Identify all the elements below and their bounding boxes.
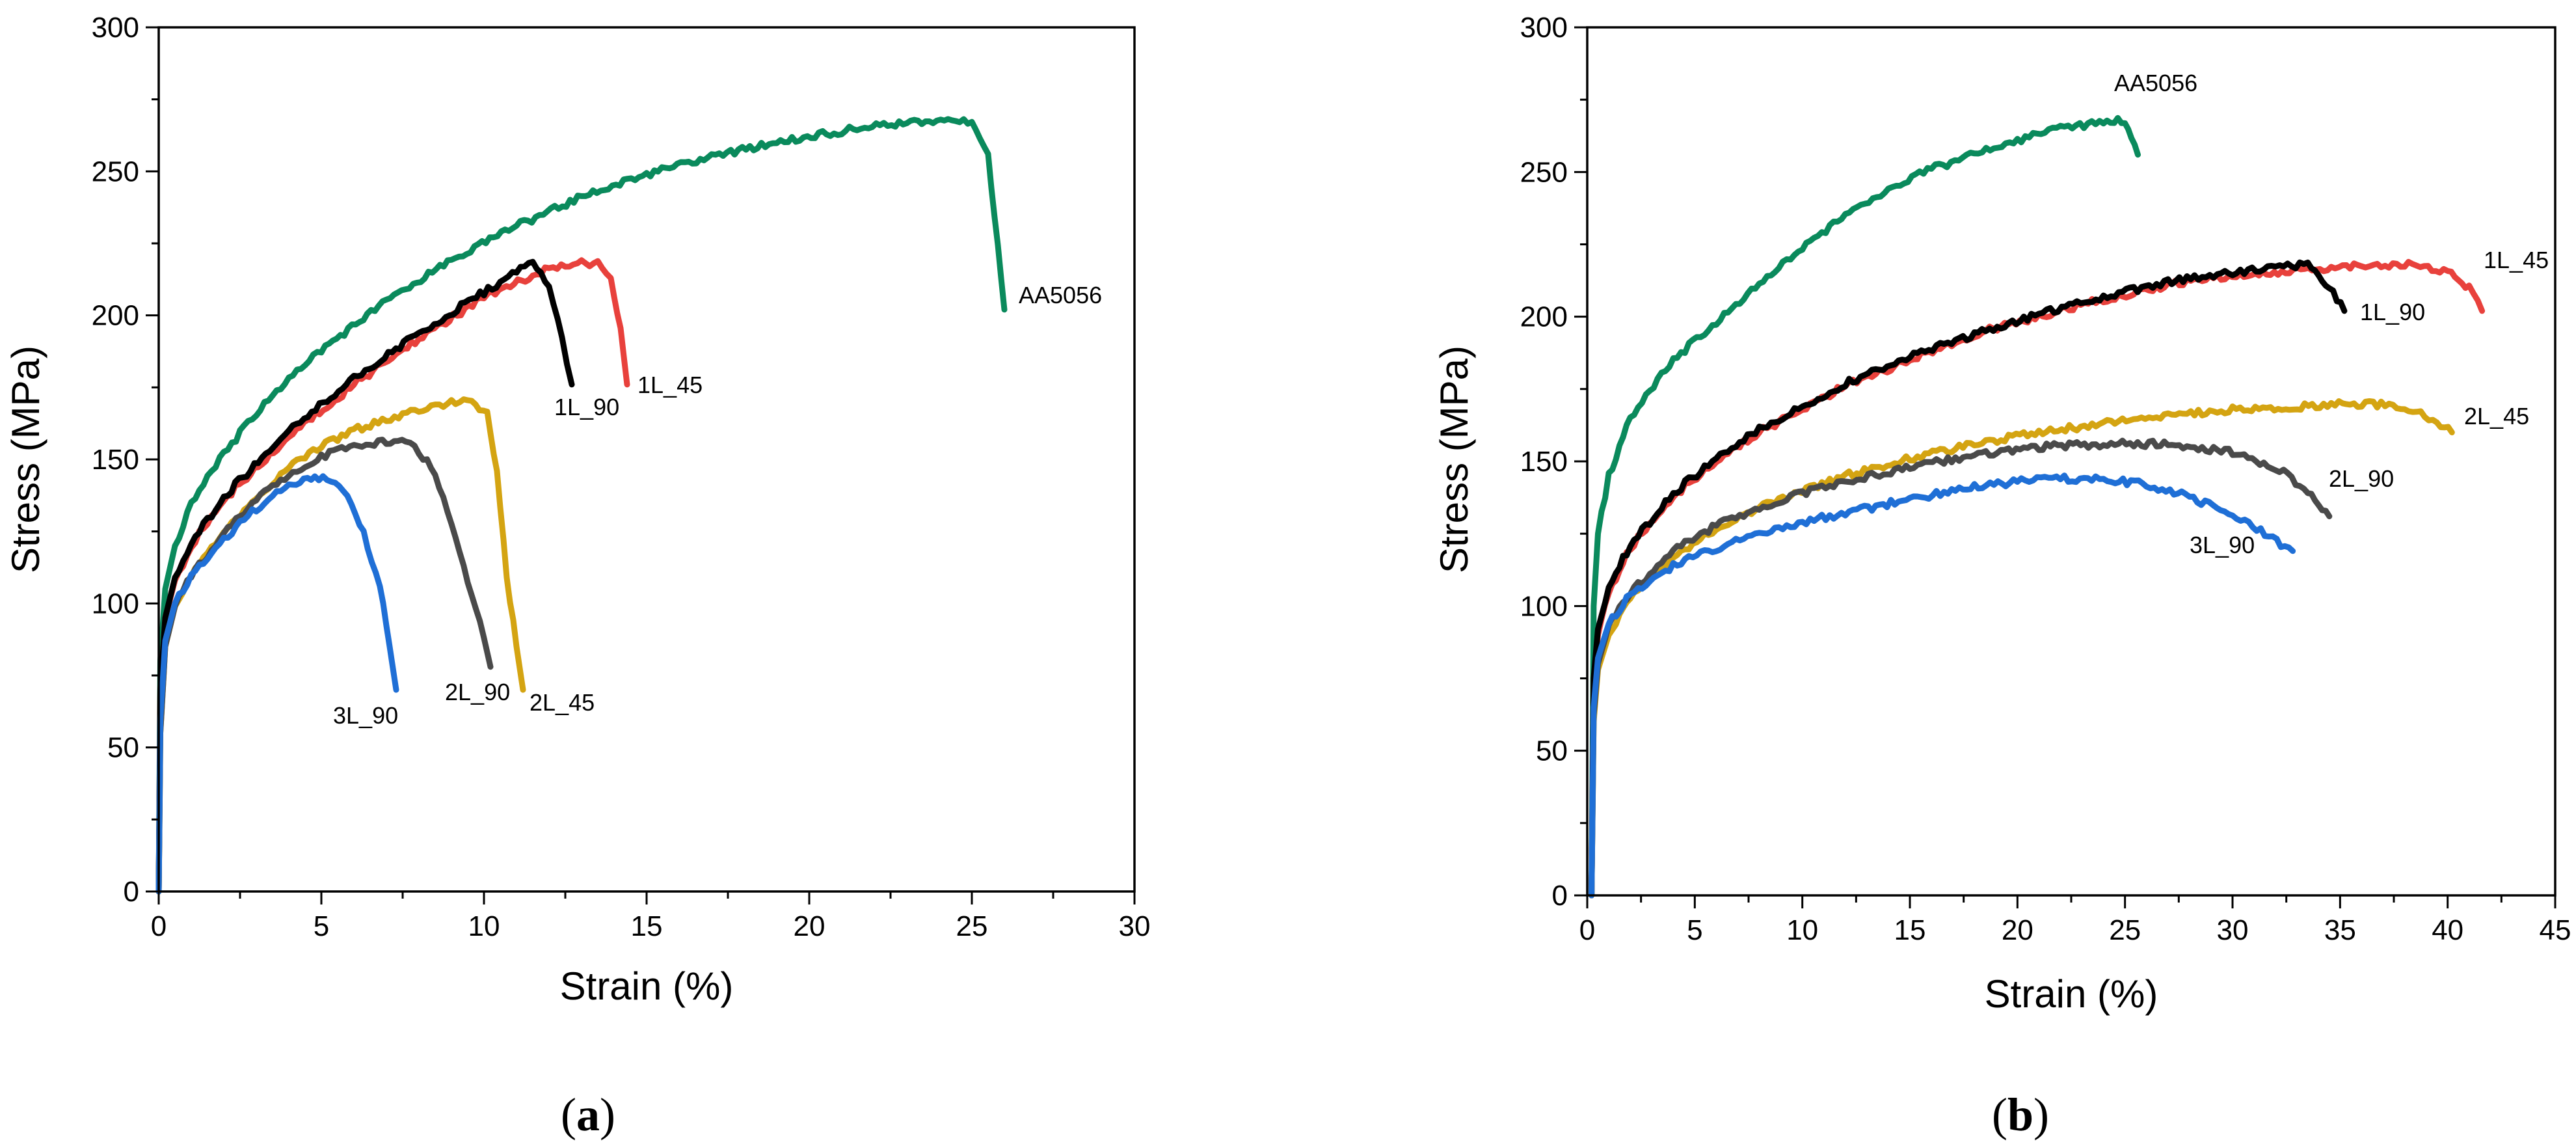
x-tick-label-b-35: 35	[2324, 914, 2356, 946]
series-line-b-2l90	[1589, 437, 2333, 899]
series-label-a-1l45: 1L_45	[637, 372, 703, 398]
y-axis-title-b: Stress (MPa)	[1432, 346, 1476, 573]
series-label-a-2l45: 2L_45	[530, 689, 595, 716]
series-line-b-3l90	[1589, 472, 2296, 899]
x-tick-label-b-20: 20	[2002, 914, 2033, 946]
y-tick-label-a-250: 250	[92, 156, 139, 187]
x-tick-label-b-25: 25	[2109, 914, 2141, 946]
plot-frame-b	[1586, 26, 2556, 897]
y-tick-label-b-250: 250	[1520, 156, 1568, 188]
x-tick-label-a-0: 0	[151, 910, 167, 942]
series-line-b-1l90	[1589, 259, 2348, 899]
y-tick-label-b-200: 200	[1520, 301, 1568, 333]
x-tick-label-a-30: 30	[1119, 910, 1151, 942]
y-tick-label-a-150: 150	[92, 444, 139, 476]
series-label-a-aa5056: AA5056	[1019, 282, 1102, 308]
series-line-a-3l90	[155, 473, 399, 895]
x-tick-label-b-10: 10	[1786, 914, 1818, 946]
y-tick-label-b-150: 150	[1520, 446, 1568, 478]
y-tick-label-a-0: 0	[124, 876, 139, 908]
series-line-b-1l45	[1589, 258, 2486, 899]
x-tick-label-a-20: 20	[794, 910, 825, 942]
series-line-a-2l90	[155, 437, 494, 895]
x-tick-label-b-45: 45	[2540, 914, 2571, 946]
x-axis-title-b: Strain (%)	[1985, 972, 2158, 1016]
series-line-b-2l45	[1589, 398, 2455, 899]
x-tick-label-a-5: 5	[314, 910, 329, 942]
x-tick-label-a-10: 10	[468, 910, 500, 942]
series-label-a-1l90: 1L_90	[554, 394, 619, 420]
ticks-b: 0 5 10 15 20 25 30 35 40 45 0 50 100 150 200 250 300	[1520, 12, 2571, 946]
series-label-b-aa5056: AA5056	[2114, 70, 2197, 96]
y-tick-label-b-100: 100	[1520, 590, 1568, 622]
y-tick-label-a-300: 300	[92, 12, 139, 44]
x-tick-label-b-30: 30	[2217, 914, 2249, 946]
x-tick-label-b-5: 5	[1687, 914, 1702, 946]
series-label-b-1l90: 1L_90	[2360, 299, 2425, 325]
series-line-b-aa5056	[1589, 115, 2141, 899]
chart-b: 0 5 10 15 20 25 30 35 40 45 0 50 100 150 200 250 300 Str…	[1432, 12, 2571, 1016]
series-layer-b	[1589, 115, 2486, 899]
y-tick-label-a-200: 200	[92, 300, 139, 332]
series-label-b-3l90: 3L_90	[2190, 532, 2255, 558]
y-tick-label-a-100: 100	[92, 588, 139, 619]
x-tick-label-b-15: 15	[1894, 914, 1926, 946]
series-line-a-aa5056	[155, 116, 1008, 895]
panel-label-b: (b)	[1992, 1089, 2050, 1141]
x-tick-label-b-40: 40	[2432, 914, 2463, 946]
panel-label-a: (a)	[561, 1089, 615, 1141]
x-axis-title-a: Strain (%)	[560, 964, 734, 1008]
series-label-a-3l90: 3L_90	[333, 702, 398, 729]
x-tick-label-b-0: 0	[1579, 914, 1595, 946]
x-tick-label-a-25: 25	[956, 910, 988, 942]
series-layer-a	[155, 116, 1008, 895]
y-tick-label-a-50: 50	[107, 732, 139, 764]
series-label-b-2l90: 2L_90	[2329, 465, 2394, 492]
y-tick-label-b-50: 50	[1536, 735, 1568, 767]
y-tick-label-b-0: 0	[1552, 880, 1568, 912]
series-line-a-1l90	[155, 258, 575, 895]
y-axis-title-a: Stress (MPa)	[4, 346, 47, 573]
x-tick-label-a-15: 15	[631, 910, 663, 942]
series-label-b-1l45: 1L_45	[2484, 247, 2549, 273]
series-label-b-2l45: 2L_45	[2464, 403, 2529, 429]
y-tick-label-b-300: 300	[1520, 12, 1568, 44]
plot-frame-a	[157, 26, 1136, 893]
series-label-a-2l90: 2L_90	[445, 679, 510, 705]
